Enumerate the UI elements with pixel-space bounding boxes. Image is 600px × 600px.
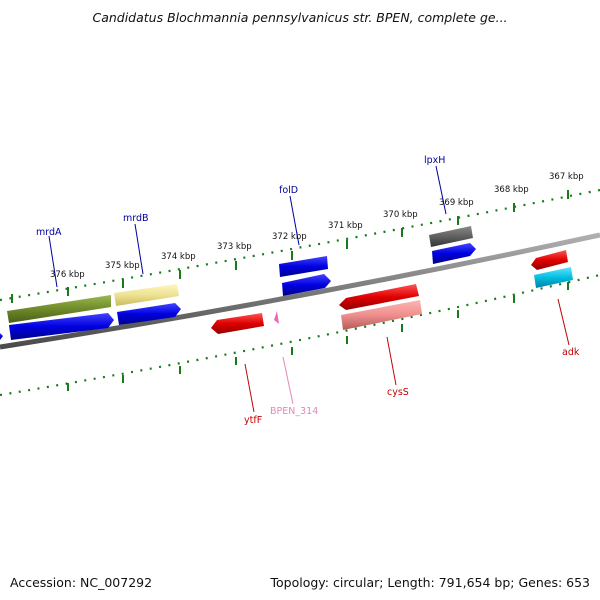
kbp-label: 376 kbp [50, 270, 85, 280]
inner-tick-ring [0, 273, 600, 397]
gene-label-folD[interactable]: folD [279, 185, 298, 196]
gene-labels: mrdA mrdB folD lpxH ytfF BPEN_314 cysS a… [36, 155, 580, 426]
gene-feature[interactable] [341, 300, 422, 330]
kbp-label: 371 kbp [328, 221, 363, 231]
genome-backbone [0, 232, 600, 350]
gene-label-lpxH[interactable]: lpxH [424, 155, 445, 166]
gene-feature[interactable] [7, 295, 111, 323]
kbp-label: 369 kbp [439, 198, 474, 208]
gene-label-BPEN_314[interactable]: BPEN_314 [270, 406, 318, 417]
gene-feature[interactable] [274, 311, 279, 324]
gene-feature[interactable] [211, 313, 264, 334]
gene-feature[interactable] [279, 256, 328, 277]
kbp-label: 367 kbp [549, 172, 584, 182]
gene-feature[interactable] [534, 267, 573, 288]
gene-leader-lines [48, 165, 570, 413]
map-title: Candidatus Blochmannia pennsylvanicus st… [92, 10, 508, 25]
outer-major-ticks [11, 190, 569, 303]
kbp-label: 374 kbp [161, 252, 196, 262]
genome-summary-text: Topology: circular; Length: 791,654 bp; … [270, 575, 591, 590]
accession-text: Accession: NC_007292 [10, 575, 153, 590]
forward-strand-genes [0, 226, 573, 340]
kbp-labels: 376 kbp 375 kbp 374 kbp 373 kbp 372 kbp … [50, 172, 584, 280]
gene-feature[interactable] [531, 250, 568, 270]
kbp-label: 372 kbp [272, 232, 307, 242]
gene-feature[interactable] [339, 284, 419, 310]
gene-feature[interactable] [114, 284, 179, 306]
gene-label-mrdA[interactable]: mrdA [36, 227, 62, 238]
gene-label-cysS[interactable]: cysS [387, 387, 409, 398]
gene-feature[interactable] [0, 333, 3, 340]
gene-feature[interactable] [282, 274, 331, 296]
gene-label-ytfF[interactable]: ytfF [244, 415, 262, 426]
gene-feature[interactable] [429, 226, 473, 247]
gene-label-mrdB[interactable]: mrdB [123, 213, 149, 224]
inner-major-ticks [67, 282, 569, 391]
gene-label-adk[interactable]: adk [562, 347, 580, 358]
kbp-label: 373 kbp [217, 242, 252, 252]
gene-feature[interactable] [432, 243, 476, 264]
kbp-label: 368 kbp [494, 185, 529, 195]
outer-tick-ring [0, 188, 600, 302]
kbp-label: 375 kbp [105, 261, 140, 271]
kbp-label: 370 kbp [383, 210, 418, 220]
gene-feature[interactable] [117, 303, 181, 325]
gene-feature[interactable] [9, 313, 114, 340]
